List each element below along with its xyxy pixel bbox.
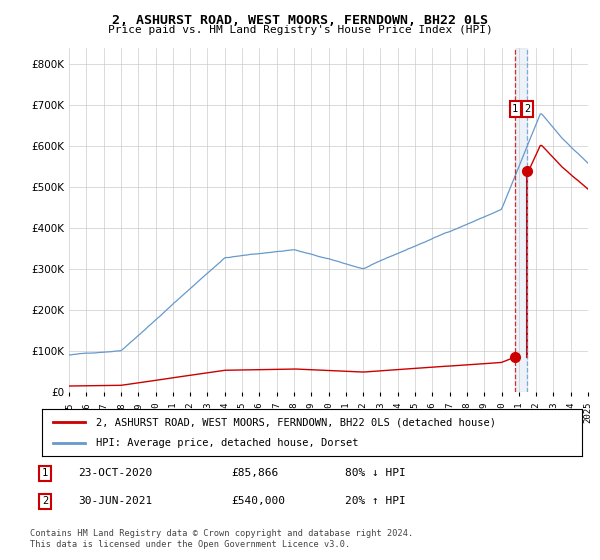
Text: 2: 2	[524, 104, 530, 114]
Text: 2: 2	[42, 496, 48, 506]
Text: 20% ↑ HPI: 20% ↑ HPI	[345, 496, 406, 506]
Text: 30-JUN-2021: 30-JUN-2021	[78, 496, 152, 506]
Text: 2, ASHURST ROAD, WEST MOORS, FERNDOWN, BH22 0LS (detached house): 2, ASHURST ROAD, WEST MOORS, FERNDOWN, B…	[96, 417, 496, 427]
Text: 1: 1	[42, 468, 48, 478]
Text: 1: 1	[512, 104, 518, 114]
Text: HPI: Average price, detached house, Dorset: HPI: Average price, detached house, Dors…	[96, 438, 359, 448]
Text: Contains HM Land Registry data © Crown copyright and database right 2024.
This d: Contains HM Land Registry data © Crown c…	[30, 529, 413, 549]
Text: 80% ↓ HPI: 80% ↓ HPI	[345, 468, 406, 478]
Text: £540,000: £540,000	[231, 496, 285, 506]
Text: Price paid vs. HM Land Registry's House Price Index (HPI): Price paid vs. HM Land Registry's House …	[107, 25, 493, 35]
Text: £85,866: £85,866	[231, 468, 278, 478]
Text: 2, ASHURST ROAD, WEST MOORS, FERNDOWN, BH22 0LS: 2, ASHURST ROAD, WEST MOORS, FERNDOWN, B…	[112, 14, 488, 27]
Text: 23-OCT-2020: 23-OCT-2020	[78, 468, 152, 478]
Bar	[515, 48, 527, 392]
